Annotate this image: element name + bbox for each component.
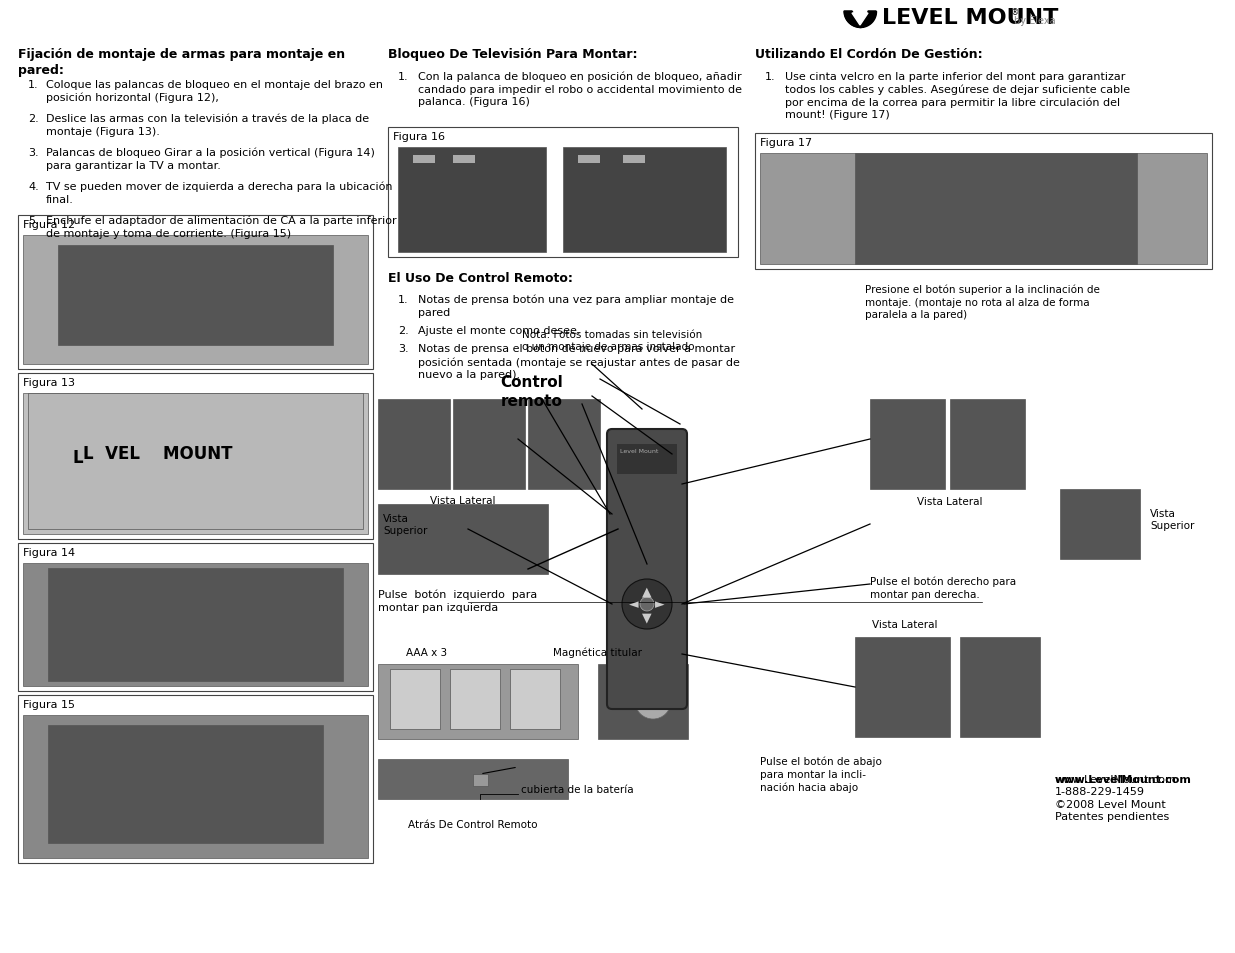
Text: Figura 15: Figura 15 <box>23 700 75 709</box>
Bar <box>378 664 578 740</box>
Bar <box>760 153 1207 265</box>
Text: 1.: 1. <box>764 71 776 82</box>
Circle shape <box>622 579 672 629</box>
Text: cubierta de la batería: cubierta de la batería <box>521 784 634 794</box>
Bar <box>450 669 500 729</box>
Bar <box>388 128 739 257</box>
Bar <box>378 399 450 490</box>
Text: Vista
Superior: Vista Superior <box>383 514 427 536</box>
Text: LEVEL MOUNT: LEVEL MOUNT <box>882 8 1058 28</box>
Text: Vista
Superior: Vista Superior <box>1150 508 1194 531</box>
Text: 3.: 3. <box>398 344 409 354</box>
Text: Level Mount: Level Mount <box>620 449 658 454</box>
Text: ▼: ▼ <box>642 611 652 624</box>
Text: 4.: 4. <box>28 182 38 192</box>
Text: AAA x 3: AAA x 3 <box>406 647 447 658</box>
Text: Atrás De Control Remoto: Atrás De Control Remoto <box>409 820 537 829</box>
Text: 3.: 3. <box>28 148 38 158</box>
Bar <box>855 638 950 738</box>
Text: Notas de prensa el botón de nuevo para volver a montar
posición sentada (montaje: Notas de prensa el botón de nuevo para v… <box>417 344 740 379</box>
Text: Presione el botón superior a la inclinación de
montaje. (montaje no rota al alza: Presione el botón superior a la inclinac… <box>864 285 1100 320</box>
Polygon shape <box>844 12 876 28</box>
Text: Nota: Fotos tomadas sin televisión
o un montaje de armas instalado: Nota: Fotos tomadas sin televisión o un … <box>522 330 703 352</box>
Bar <box>453 156 475 164</box>
Bar <box>19 215 373 370</box>
Bar <box>950 399 1025 490</box>
Text: 5.: 5. <box>28 215 38 226</box>
Bar <box>23 563 368 686</box>
Text: Figura 12: Figura 12 <box>23 220 75 230</box>
Text: Magnética titular: Magnética titular <box>553 647 642 658</box>
Bar <box>19 374 373 539</box>
Text: ◄: ◄ <box>629 598 638 611</box>
Text: 2.: 2. <box>28 113 38 124</box>
Text: Fijación de montaje de armas para montaje en
pared:: Fijación de montaje de armas para montaj… <box>19 48 345 77</box>
Bar <box>453 399 525 490</box>
Bar <box>23 716 368 858</box>
Text: Vista Lateral: Vista Lateral <box>918 497 983 506</box>
Text: Figura 14: Figura 14 <box>23 547 75 558</box>
Circle shape <box>640 598 655 612</box>
Bar <box>563 148 726 253</box>
Text: Con la palanca de bloqueo en posición de bloqueo, añadir
candado para impedir el: Con la palanca de bloqueo en posición de… <box>417 71 742 107</box>
Text: Pulse el botón de abajo
para montar la incli-
nación hacia abajo: Pulse el botón de abajo para montar la i… <box>760 757 882 792</box>
Bar <box>960 638 1040 738</box>
Bar <box>622 156 645 164</box>
Text: www.LevelMount.com: www.LevelMount.com <box>1055 774 1192 784</box>
Bar <box>19 696 373 863</box>
Text: Ajuste el monte como desee.: Ajuste el monte como desee. <box>417 326 580 335</box>
Text: 2.: 2. <box>398 326 409 335</box>
Bar <box>529 399 600 490</box>
Text: by Elexa: by Elexa <box>1014 16 1056 26</box>
Text: Enchufe el adaptador de alimentación de CA a la parte inferior
de montaje y toma: Enchufe el adaptador de alimentación de … <box>46 215 396 238</box>
Bar <box>598 664 688 740</box>
Bar <box>578 156 600 164</box>
Text: ®: ® <box>1011 8 1019 17</box>
Text: 1.: 1. <box>398 71 409 82</box>
Bar <box>755 133 1212 270</box>
Text: Use cinta velcro en la parte inferior del mont para garantizar
todos los cables : Use cinta velcro en la parte inferior de… <box>785 71 1130 120</box>
Circle shape <box>635 683 671 720</box>
Bar <box>48 568 343 681</box>
Text: ►: ► <box>656 598 664 611</box>
Text: Palancas de bloqueo Girar a la posición vertical (Figura 14)
para garantizar la : Palancas de bloqueo Girar a la posición … <box>46 148 375 171</box>
Text: Figura 17: Figura 17 <box>760 138 813 148</box>
Text: 1.: 1. <box>28 80 38 90</box>
Text: Figura 13: Figura 13 <box>23 377 75 388</box>
Bar <box>58 246 333 346</box>
Bar <box>23 235 368 365</box>
Bar <box>869 399 945 490</box>
Bar <box>23 394 368 535</box>
Bar <box>390 669 440 729</box>
Bar <box>618 444 677 475</box>
Bar <box>19 543 373 691</box>
Bar <box>48 725 324 843</box>
Text: El Uso De Control Remoto:: El Uso De Control Remoto: <box>388 272 573 285</box>
Text: Vista Lateral: Vista Lateral <box>430 496 495 505</box>
Text: L: L <box>73 449 84 467</box>
Text: 1.: 1. <box>398 294 409 305</box>
Bar <box>398 148 546 253</box>
Text: www.LevelMount.com
1-888-229-1459
©2008 Level Mount
Patentes pendientes: www.LevelMount.com 1-888-229-1459 ©2008 … <box>1055 774 1177 821</box>
Bar <box>473 774 488 786</box>
Bar <box>378 760 568 800</box>
Bar <box>378 504 548 575</box>
Bar <box>510 669 559 729</box>
Text: TV se pueden mover de izquierda a derecha para la ubicación
final.: TV se pueden mover de izquierda a derech… <box>46 182 393 205</box>
Text: Deslice las armas con la televisión a través de la placa de
montaje (Figura 13).: Deslice las armas con la televisión a tr… <box>46 113 369 137</box>
Text: Control
remoto: Control remoto <box>500 375 563 408</box>
Bar <box>28 394 363 530</box>
Text: Figura 16: Figura 16 <box>393 132 445 142</box>
Text: Coloque las palancas de bloqueo en el montaje del brazo en
posición horizontal (: Coloque las palancas de bloqueo en el mo… <box>46 80 383 103</box>
Bar <box>1060 490 1140 559</box>
Text: Utilizando El Cordón De Gestión:: Utilizando El Cordón De Gestión: <box>755 48 983 61</box>
Polygon shape <box>852 14 868 26</box>
Text: Vista Lateral: Vista Lateral <box>872 619 937 629</box>
Text: Pulse  botón  izquierdo  para
montar pan izquierda: Pulse botón izquierdo para montar pan iz… <box>378 589 537 612</box>
Text: Pulse el botón derecho para
montar pan derecha.: Pulse el botón derecho para montar pan d… <box>869 577 1016 599</box>
Text: L  VEL    MOUNT: L VEL MOUNT <box>83 444 232 462</box>
Bar <box>412 156 435 164</box>
Text: Notas de prensa botón una vez para ampliar montaje de
pared: Notas de prensa botón una vez para ampli… <box>417 294 734 317</box>
Text: ▲: ▲ <box>642 585 652 598</box>
FancyBboxPatch shape <box>606 430 687 709</box>
